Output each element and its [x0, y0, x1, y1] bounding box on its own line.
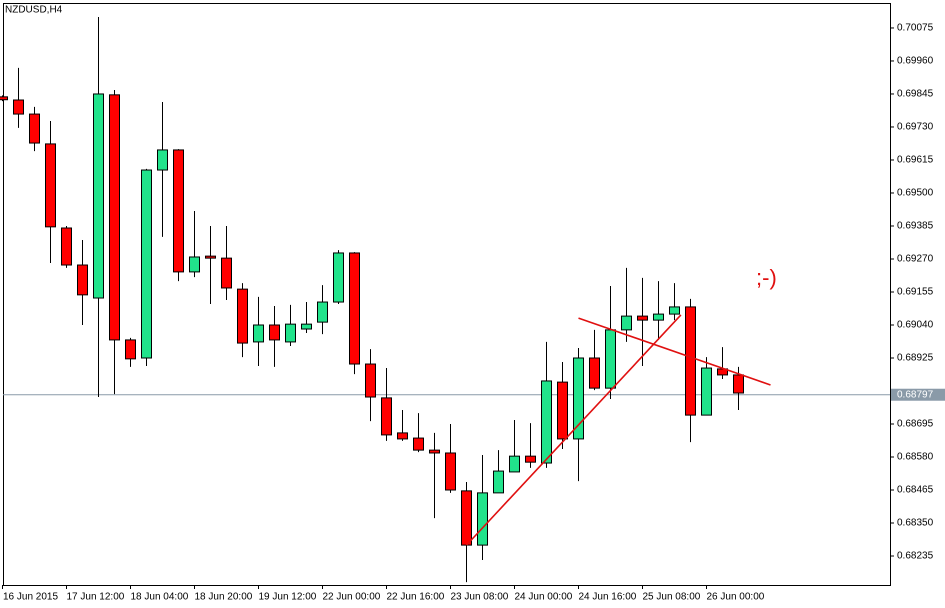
candle-body [573, 357, 584, 440]
y-tick-label: 0.69500 [897, 188, 934, 199]
candle-body [557, 381, 568, 440]
candle-body [237, 288, 248, 344]
x-tick-label: 18 Jun 20:00 [195, 592, 253, 603]
candle-body [141, 169, 152, 359]
trend-line [578, 317, 771, 386]
candle-body [669, 306, 680, 315]
x-tick-label: 22 Jun 16:00 [387, 592, 445, 603]
y-tick-label: 0.70075 [897, 23, 934, 34]
x-tick-label: 25 Jun 08:00 [643, 592, 701, 603]
candle-body [541, 380, 552, 464]
candle-body [461, 490, 472, 546]
candle-body [733, 374, 744, 394]
x-tick-label: 18 Jun 04:00 [131, 592, 189, 603]
y-tick-label: 0.69960 [897, 56, 934, 67]
price-label-box [891, 388, 945, 401]
candle-body [365, 363, 376, 398]
candle-body [493, 470, 504, 494]
y-tick-label: 0.68580 [897, 452, 934, 463]
y-tick-label: 0.69155 [897, 287, 934, 298]
y-tick-label: 0.68350 [897, 518, 934, 529]
candle-body [685, 306, 696, 416]
candle-body [29, 113, 40, 144]
candle-body [525, 455, 536, 463]
annotation: ;-) [756, 265, 777, 290]
x-tick-label: 17 Jun 12:00 [67, 592, 125, 603]
candle-body [285, 323, 296, 343]
candle-body [301, 323, 312, 330]
candle-body [589, 357, 600, 389]
candle-body [381, 397, 392, 436]
y-tick-label: 0.69615 [897, 155, 934, 166]
candle-body [317, 301, 328, 323]
y-tick-label: 0.68235 [897, 551, 934, 562]
x-tick-label: 24 Jun 16:00 [579, 592, 637, 603]
price-label: 0.68797 [897, 389, 934, 400]
candle-body [349, 252, 360, 365]
candle-body [253, 324, 264, 343]
candle-body [429, 449, 440, 454]
candle-body [125, 339, 136, 360]
y-tick-label: 0.69385 [897, 221, 934, 232]
y-tick-label: 0.69270 [897, 254, 934, 265]
x-tick-label: 16 Jun 2015 [3, 592, 58, 603]
y-tick-label: 0.68695 [897, 419, 934, 430]
candle-body [109, 94, 120, 341]
x-tick-label: 26 Jun 00:00 [707, 592, 765, 603]
y-tick-label: 0.68925 [897, 353, 934, 364]
candle-body [397, 432, 408, 440]
x-tick-label: 23 Jun 08:00 [451, 592, 509, 603]
candle-body [445, 452, 456, 491]
y-tick-label: 0.69040 [897, 320, 934, 331]
chart-title: NZDUSD,H4 [5, 5, 63, 16]
candle-body [621, 315, 632, 331]
candle-body [205, 255, 216, 259]
candle-body [77, 264, 88, 296]
x-tick-label: 19 Jun 12:00 [259, 592, 317, 603]
candle-body [61, 227, 72, 266]
x-tick-label: 22 Jun 00:00 [323, 592, 381, 603]
candle-body [477, 492, 488, 546]
candle-body [701, 367, 712, 416]
x-tick-label: 24 Jun 00:00 [515, 592, 573, 603]
candle-body [269, 324, 280, 341]
candle-body [605, 329, 616, 389]
y-tick-label: 0.69845 [897, 89, 934, 100]
candle-body [653, 313, 664, 321]
trend-line [465, 314, 682, 546]
candle-body [637, 315, 648, 321]
candle-body [509, 455, 520, 473]
candle-body [157, 149, 168, 171]
candle-body [189, 256, 200, 273]
y-tick-label: 0.68465 [897, 485, 934, 496]
plot-frame [3, 3, 891, 586]
candle-body [333, 252, 344, 303]
candle-body [221, 257, 232, 289]
candle-body [173, 149, 184, 273]
candle-body [45, 143, 56, 228]
candle-body [13, 99, 24, 115]
candle-body [0, 96, 8, 101]
candle-body [93, 93, 104, 299]
y-tick-label: 0.69730 [897, 122, 934, 133]
candle-body [413, 437, 424, 451]
